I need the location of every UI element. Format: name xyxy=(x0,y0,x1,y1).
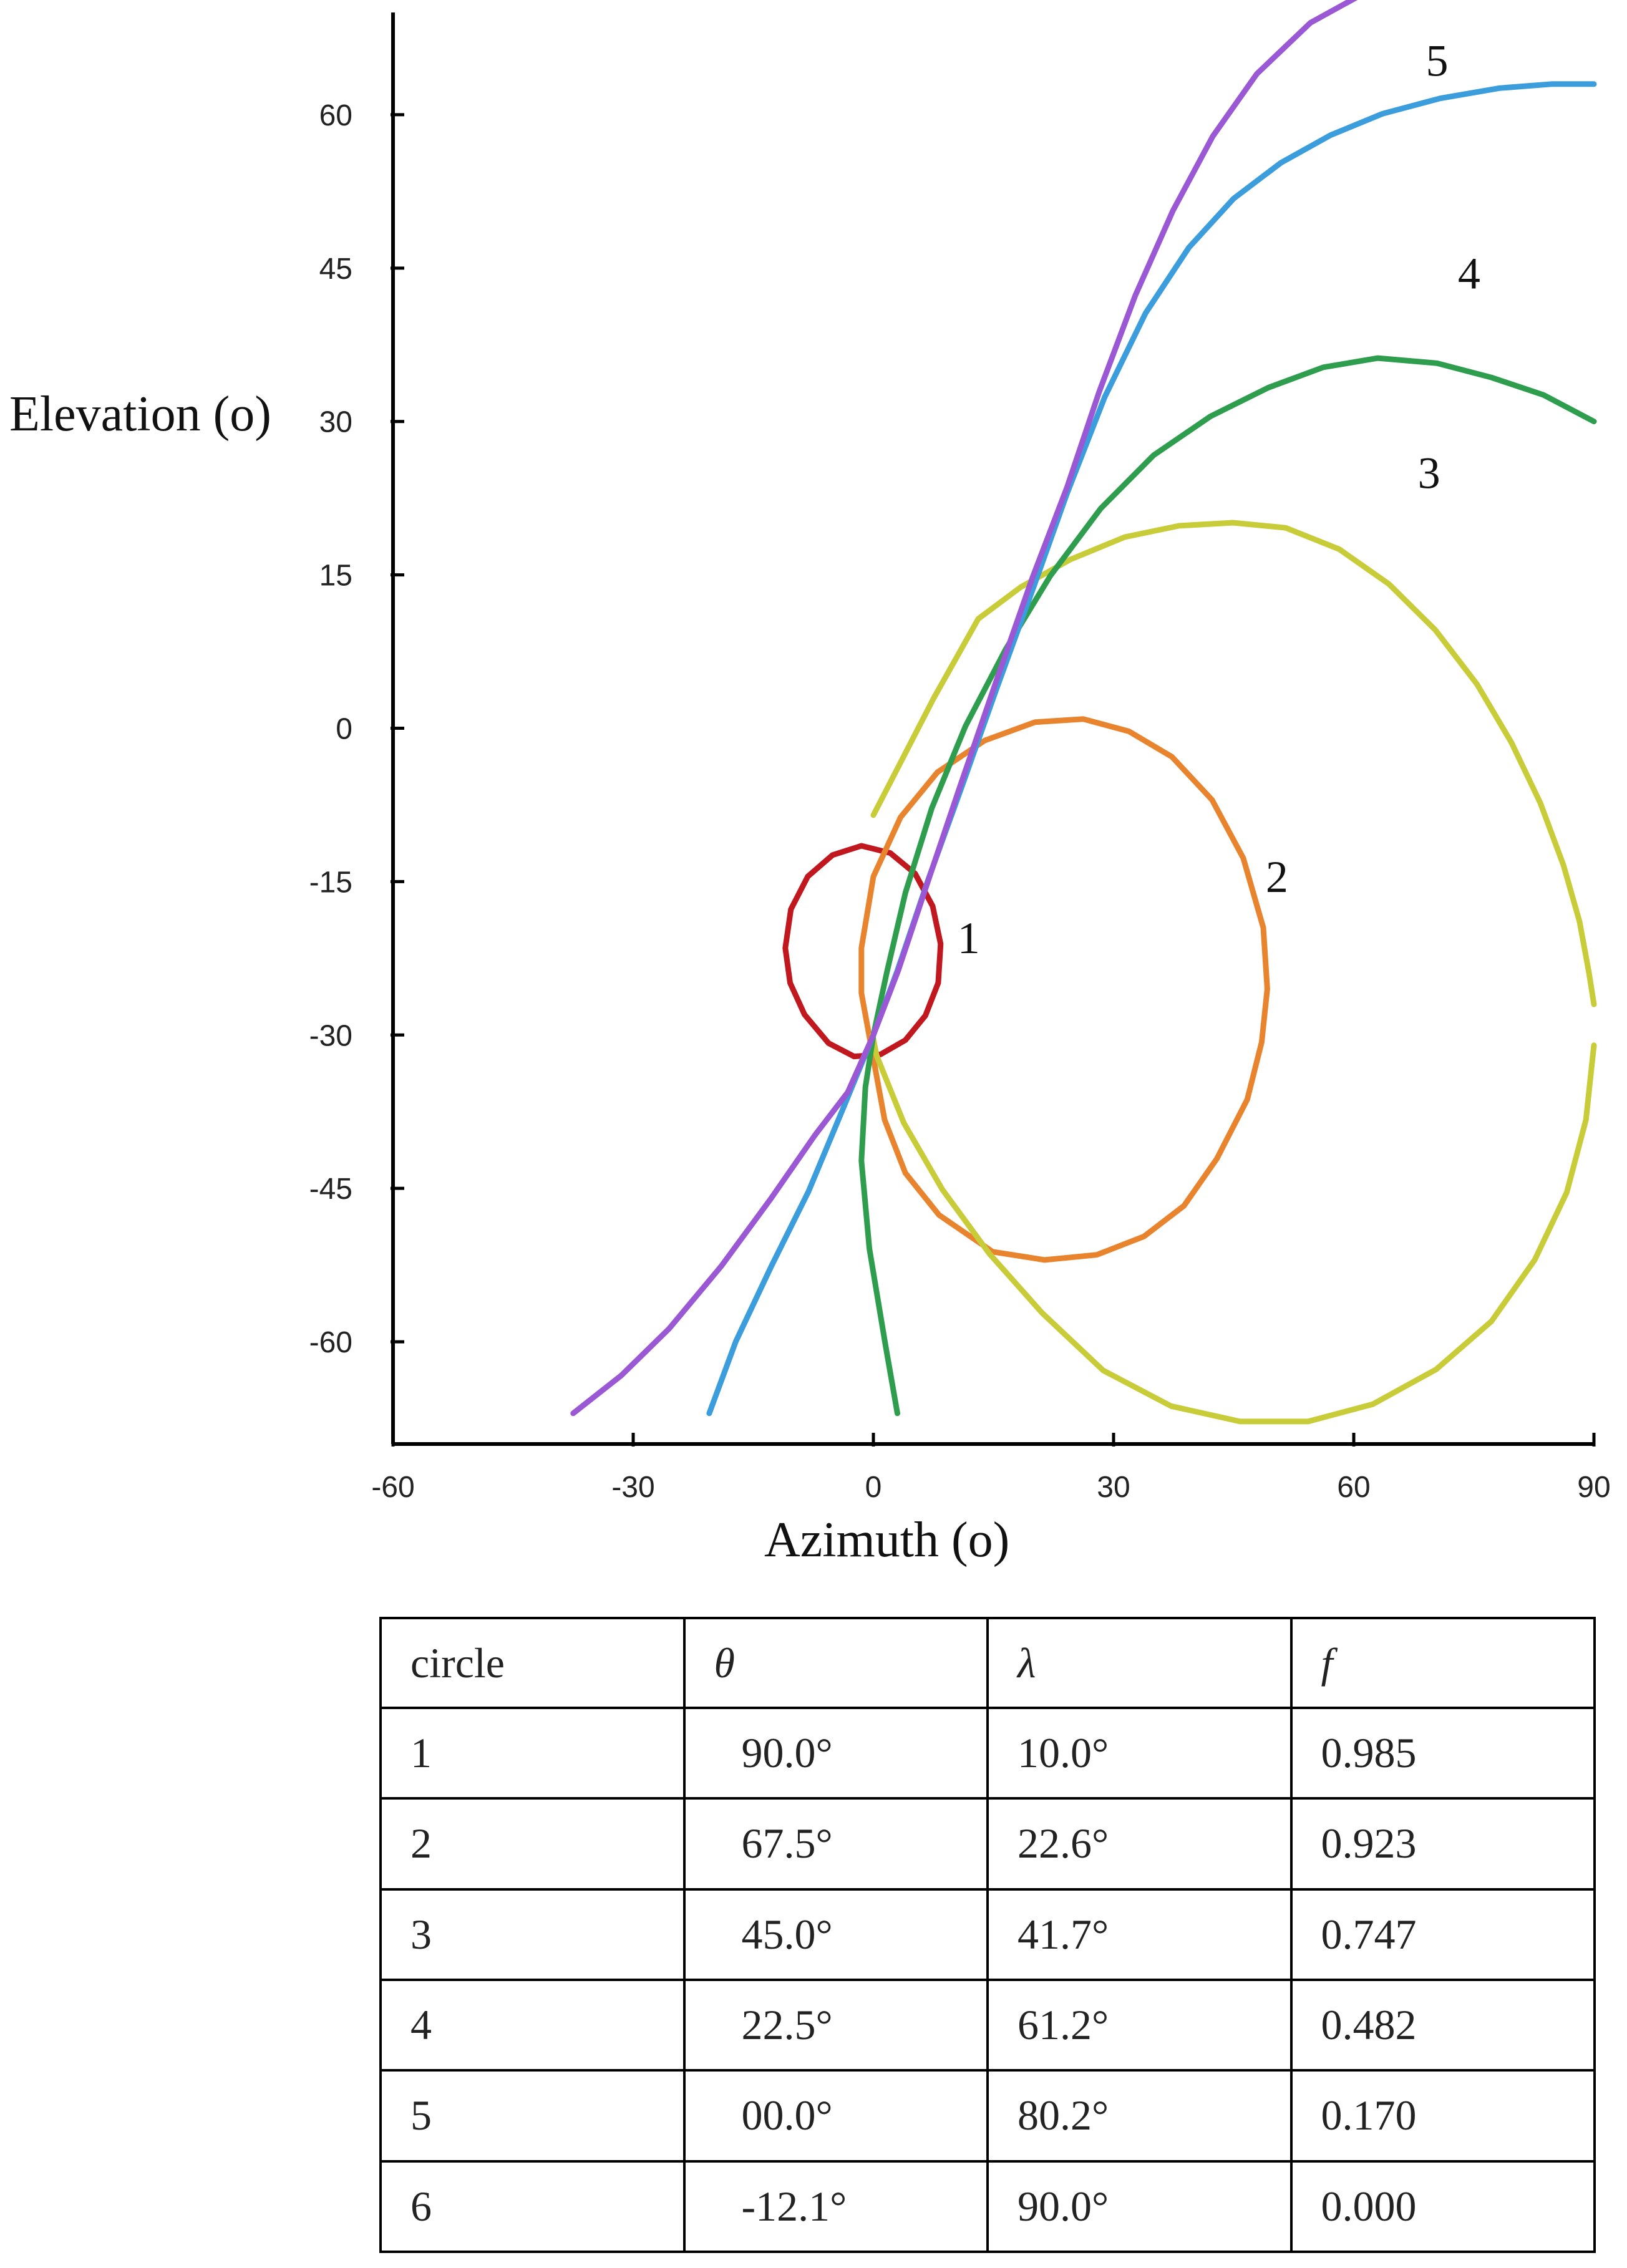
y-tick-label: 15 xyxy=(319,560,352,593)
curve-label-5: 5 xyxy=(1426,36,1449,86)
series-1-line xyxy=(782,843,944,1060)
table-cell: 90.0° xyxy=(986,2159,1293,2254)
table-body: 1 90.0° 10.0° 0.985 2 67.5° 22.6° 0.923 3 45.0° 41… xyxy=(379,1706,1596,2254)
table-cell: 0.170 xyxy=(1289,2069,1596,2163)
column-header: λ xyxy=(986,1617,1293,1709)
table-row: 5 00.0° 80.2° 0.170 xyxy=(379,2069,1596,2163)
curve-label-1: 1 xyxy=(958,913,980,963)
table-cell: 41.7° xyxy=(986,1888,1293,1981)
table-cell: -12.1° xyxy=(682,2159,989,2254)
table-cell: 90.0° xyxy=(682,1706,989,1800)
table-row: 2 67.5° 22.6° 0.923 xyxy=(379,1797,1596,1891)
table-cell: 10.0° xyxy=(986,1706,1293,1800)
axes xyxy=(391,12,1594,1446)
table-cell: 00.0° xyxy=(682,2069,989,2163)
series-4-line xyxy=(858,355,1597,1417)
column-header: circle xyxy=(379,1617,686,1709)
parameter-table: circle θ λ f 1 90.0° 10.0° 0.985 2 67.5° 22.6°… xyxy=(379,1617,1596,2254)
series-3-line xyxy=(870,520,1597,1007)
table-cell: 2 xyxy=(379,1797,686,1891)
x-tick-label: 60 xyxy=(1337,1471,1370,1504)
table-cell: 22.6° xyxy=(986,1797,1293,1891)
series-3-line xyxy=(870,1032,1597,1425)
table-header-row: circle θ λ f xyxy=(379,1617,1596,1709)
y-tick-label: -60 xyxy=(309,1326,352,1359)
curve-label-2: 2 xyxy=(1266,852,1288,902)
table-cell: 61.2° xyxy=(986,1978,1293,2072)
x-tick-label: 90 xyxy=(1577,1471,1610,1504)
y-tick-label: 30 xyxy=(319,406,352,439)
series-2-line xyxy=(858,716,1270,1263)
table-cell: 45.0° xyxy=(682,1888,989,1981)
y-tick-label: 0 xyxy=(336,713,352,746)
column-header: f xyxy=(1289,1617,1596,1709)
curve-label-3: 3 xyxy=(1418,448,1440,498)
curve-label-4: 4 xyxy=(1458,249,1480,299)
table-cell: 67.5° xyxy=(682,1797,989,1891)
table-cell: 0.482 xyxy=(1289,1978,1596,2072)
ticks: -60 -30 0 30 60 90 60 45 30 15 0 -15 -30 -45 -60 xyxy=(309,99,1611,1504)
table-cell: 0.000 xyxy=(1289,2159,1596,2254)
curves xyxy=(570,0,1597,1425)
table-cell: 0.923 xyxy=(1289,1797,1596,1891)
table-cell: 0.747 xyxy=(1289,1888,1596,1981)
x-tick-label: 0 xyxy=(865,1471,882,1504)
table-cell: 0.985 xyxy=(1289,1706,1596,1800)
y-tick-label: 45 xyxy=(319,253,352,286)
y-tick-label: -45 xyxy=(309,1173,352,1206)
x-tick-label: -60 xyxy=(371,1471,414,1504)
table-row: 6 -12.1° 90.0° 0.000 xyxy=(379,2159,1596,2254)
column-header: θ xyxy=(682,1617,989,1709)
table-cell: 4 xyxy=(379,1978,686,2072)
y-axis-label: Elevation (o) xyxy=(9,387,271,442)
table-cell: 80.2° xyxy=(986,2069,1293,2163)
y-tick-label: 60 xyxy=(319,99,352,132)
table-cell: 6 xyxy=(379,2159,686,2254)
table-cell: 1 xyxy=(379,1706,686,1800)
table-row: 3 45.0° 41.7° 0.747 xyxy=(379,1888,1596,1981)
curve-labels: 123456 xyxy=(958,36,1480,964)
x-tick-label: -30 xyxy=(611,1471,654,1504)
y-tick-label: -15 xyxy=(309,866,352,899)
table-cell: 5 xyxy=(379,2069,686,2163)
table-row: 4 22.5° 61.2° 0.482 xyxy=(379,1978,1596,2072)
x-tick-label: 30 xyxy=(1097,1471,1130,1504)
table-row: 1 90.0° 10.0° 0.985 xyxy=(379,1706,1596,1800)
x-axis-label: Azimuth (o) xyxy=(764,1513,1009,1568)
series-6-line xyxy=(570,0,1358,1417)
y-tick-label: -30 xyxy=(309,1019,352,1052)
table-cell: 22.5° xyxy=(682,1978,989,2072)
table-cell: 3 xyxy=(379,1888,686,1981)
